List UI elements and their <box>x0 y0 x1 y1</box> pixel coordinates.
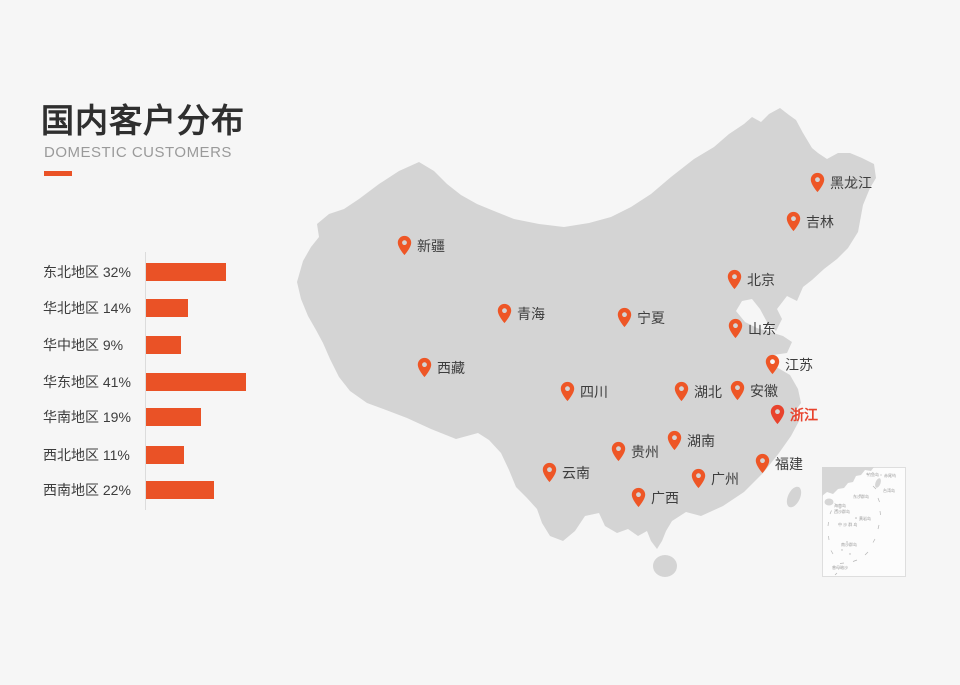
pin-label: 宁夏 <box>637 310 665 326</box>
bar <box>146 373 246 391</box>
location-pin-icon <box>397 235 412 256</box>
pin-label: 新疆 <box>417 238 445 254</box>
bar-category-label: 西南地区 22% <box>43 482 131 498</box>
pin-label: 云南 <box>562 465 590 481</box>
pin-label: 西藏 <box>437 360 465 376</box>
location-pin-icon <box>691 468 706 489</box>
map-pin-广西: 广西 <box>627 486 679 509</box>
bar <box>146 336 181 354</box>
page-title: 国内客户分布 <box>41 102 245 139</box>
pin-label: 吉林 <box>806 214 834 230</box>
location-pin-icon <box>770 404 785 425</box>
location-pin-icon <box>617 307 632 328</box>
inset-label: 海南岛 <box>834 502 846 508</box>
inset-label: 中 沙 群 岛 <box>838 521 857 527</box>
china-mainland-shape <box>297 108 876 549</box>
map-pin-黑龙江: 黑龙江 <box>806 171 872 194</box>
pin-label: 湖北 <box>694 384 722 400</box>
title-underline <box>44 171 72 176</box>
map-pin-宁夏: 宁夏 <box>613 306 665 329</box>
location-pin-icon <box>542 462 557 483</box>
pin-label: 青海 <box>517 306 545 322</box>
location-pin-icon <box>417 357 432 378</box>
map-pin-安徽: 安徽 <box>726 379 778 402</box>
location-pin-icon <box>810 172 825 193</box>
map-pin-山东: 山东 <box>724 317 776 340</box>
inset-label: 黄岩岛 <box>859 515 871 521</box>
bar <box>146 481 214 499</box>
chart-axis-line <box>145 252 146 510</box>
map-pin-湖北: 湖北 <box>670 380 722 403</box>
pin-label: 四川 <box>580 384 608 400</box>
inset-label: 赤尾屿 <box>884 472 896 478</box>
inset-taiwan <box>875 478 881 488</box>
map-pin-湖南: 湖南 <box>663 429 715 452</box>
location-pin-icon <box>560 381 575 402</box>
inset-label: 钓鱼岛 <box>867 471 879 477</box>
taiwan-island-shape <box>786 486 802 508</box>
bar-category-label: 华南地区 19% <box>43 409 131 425</box>
location-pin-icon <box>786 211 801 232</box>
inset-small-islands <box>836 473 882 555</box>
inset-label: 曾母暗沙 <box>832 564 848 570</box>
location-pin-icon <box>765 354 780 375</box>
inset-label: 台湾岛 <box>883 487 895 493</box>
map-pin-福建: 福建 <box>751 452 803 475</box>
page-subtitle: DOMESTIC CUSTOMERS <box>44 144 232 161</box>
bar-category-label: 华东地区 41% <box>43 374 131 390</box>
pin-label: 贵州 <box>631 444 659 460</box>
map-pin-吉林: 吉林 <box>782 210 834 233</box>
bar <box>146 408 201 426</box>
pin-label: 安徽 <box>750 383 778 399</box>
pin-label: 广州 <box>711 471 739 487</box>
pin-label: 山东 <box>748 321 776 337</box>
map-pin-北京: 北京 <box>723 268 775 291</box>
pin-label: 湖南 <box>687 433 715 449</box>
inset-label: 南沙群岛 <box>841 541 857 547</box>
map-pin-云南: 云南 <box>538 461 590 484</box>
pin-label: 广西 <box>651 490 679 506</box>
location-pin-icon <box>730 380 745 401</box>
map-pin-贵州: 贵州 <box>607 440 659 463</box>
inset-mainland-coast <box>822 467 874 496</box>
map-pin-广州: 广州 <box>687 467 739 490</box>
inset-label: 东沙群岛 <box>853 493 869 499</box>
location-pin-icon <box>727 269 742 290</box>
location-pin-icon <box>755 453 770 474</box>
bar <box>146 446 184 464</box>
location-pin-icon <box>611 441 626 462</box>
map-pin-浙江: 浙江 <box>766 403 818 426</box>
pin-label: 黑龙江 <box>830 175 872 191</box>
pin-label: 江苏 <box>785 357 813 373</box>
bar <box>146 299 188 317</box>
bar-category-label: 华北地区 14% <box>43 300 131 316</box>
hainan-island-shape <box>653 555 677 577</box>
bar <box>146 263 226 281</box>
bar-category-label: 华中地区 9% <box>43 337 124 353</box>
pin-label: 福建 <box>775 456 803 472</box>
inset-hainan <box>824 498 834 506</box>
bar-category-label: 东北地区 32% <box>43 264 131 280</box>
bar-category-label: 西北地区 11% <box>43 447 130 463</box>
location-pin-icon <box>674 381 689 402</box>
location-pin-icon <box>497 303 512 324</box>
inset-label: 西沙群岛 <box>834 508 850 514</box>
map-pin-江苏: 江苏 <box>761 353 813 376</box>
map-pin-四川: 四川 <box>556 380 608 403</box>
pin-label: 浙江 <box>790 407 818 423</box>
location-pin-icon <box>728 318 743 339</box>
location-pin-icon <box>667 430 682 451</box>
pin-label: 北京 <box>747 272 775 288</box>
location-pin-icon <box>631 487 646 508</box>
map-pin-新疆: 新疆 <box>393 234 445 257</box>
map-pin-青海: 青海 <box>493 302 545 325</box>
nine-dash-line <box>827 485 881 576</box>
map-pin-西藏: 西藏 <box>413 356 465 379</box>
